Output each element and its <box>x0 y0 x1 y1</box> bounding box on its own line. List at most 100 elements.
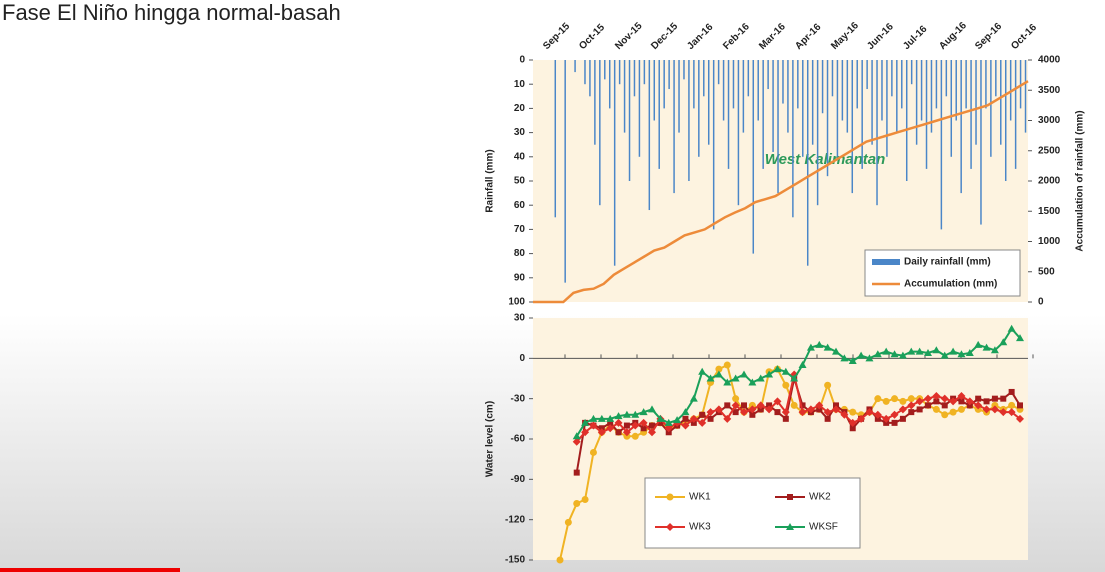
marker <box>773 365 782 373</box>
y-tick-label: -120 <box>505 514 525 525</box>
marker <box>1016 334 1024 342</box>
y2-tick-label: 2500 <box>1038 145 1061 156</box>
y-tick-label: -150 <box>505 555 525 566</box>
marker <box>666 523 674 531</box>
marker <box>790 401 798 409</box>
bar <box>574 60 576 73</box>
marker <box>991 395 998 402</box>
marker <box>882 414 891 423</box>
marker <box>823 343 832 351</box>
bar <box>767 60 769 90</box>
y-tick-label: 80 <box>514 248 526 259</box>
bar <box>975 60 977 145</box>
marker <box>714 405 723 414</box>
marker <box>907 395 915 403</box>
marker <box>786 523 794 530</box>
bar <box>658 60 660 169</box>
bar <box>1014 60 1017 169</box>
marker <box>774 409 781 416</box>
marker <box>715 365 723 373</box>
marker <box>665 429 672 436</box>
marker <box>915 397 924 406</box>
marker <box>664 424 673 433</box>
marker <box>915 347 924 355</box>
marker <box>749 411 756 418</box>
bar <box>856 60 858 109</box>
marker <box>1007 324 1016 332</box>
marker <box>690 419 697 426</box>
progress-bar <box>0 568 180 572</box>
marker <box>615 429 622 436</box>
marker <box>606 414 615 422</box>
y-tick-label: 10 <box>514 79 526 90</box>
marker <box>740 408 748 417</box>
marker <box>698 367 707 375</box>
marker <box>649 422 655 429</box>
marker <box>982 405 991 414</box>
marker <box>673 416 682 424</box>
legend <box>644 477 861 549</box>
marker <box>932 346 941 354</box>
y-tick-label: 60 <box>514 200 526 211</box>
y2-tick-label: 3500 <box>1038 85 1061 96</box>
marker <box>848 357 857 365</box>
marker <box>614 412 623 420</box>
marker <box>933 398 940 405</box>
marker <box>623 432 631 440</box>
marker <box>848 418 857 427</box>
line <box>533 80 1029 304</box>
bar <box>747 60 750 97</box>
y-tick-label: -30 <box>511 393 526 404</box>
marker <box>606 424 615 433</box>
marker <box>949 408 957 416</box>
marker <box>631 432 639 440</box>
marker <box>699 411 706 418</box>
bar <box>886 60 888 157</box>
bar <box>915 60 918 145</box>
marker <box>898 351 907 359</box>
marker <box>882 347 891 355</box>
marker <box>598 425 605 432</box>
marker <box>765 405 774 414</box>
marker <box>765 370 774 378</box>
legend-label: Daily rainfall (mm) <box>904 257 991 268</box>
marker <box>824 381 832 389</box>
marker <box>799 402 806 409</box>
bar <box>623 60 626 133</box>
marker <box>840 354 849 362</box>
marker <box>966 402 973 409</box>
marker <box>824 415 831 422</box>
marker <box>907 401 916 410</box>
bar <box>653 60 656 121</box>
bar <box>985 60 987 109</box>
marker <box>706 408 715 417</box>
bar <box>881 60 883 121</box>
bar <box>876 60 878 206</box>
bar <box>816 60 819 206</box>
marker <box>689 414 698 423</box>
bar <box>663 60 665 109</box>
bar <box>732 60 735 109</box>
marker <box>965 397 974 406</box>
bar <box>896 60 898 133</box>
marker <box>631 421 640 430</box>
y2-tick-label: 0 <box>1038 297 1044 308</box>
bar <box>802 60 804 157</box>
bar <box>752 60 755 254</box>
marker <box>573 469 580 476</box>
bar <box>846 60 849 133</box>
bar <box>688 60 690 181</box>
bar <box>891 60 893 97</box>
marker <box>865 354 874 362</box>
bar <box>901 60 903 109</box>
marker <box>840 410 849 419</box>
bar <box>950 60 953 157</box>
marker <box>639 418 648 427</box>
marker <box>974 405 982 413</box>
bar <box>792 60 794 218</box>
bar <box>787 60 789 133</box>
bar <box>599 60 601 206</box>
bar <box>970 60 972 169</box>
marker <box>732 409 739 416</box>
bar <box>777 60 779 194</box>
